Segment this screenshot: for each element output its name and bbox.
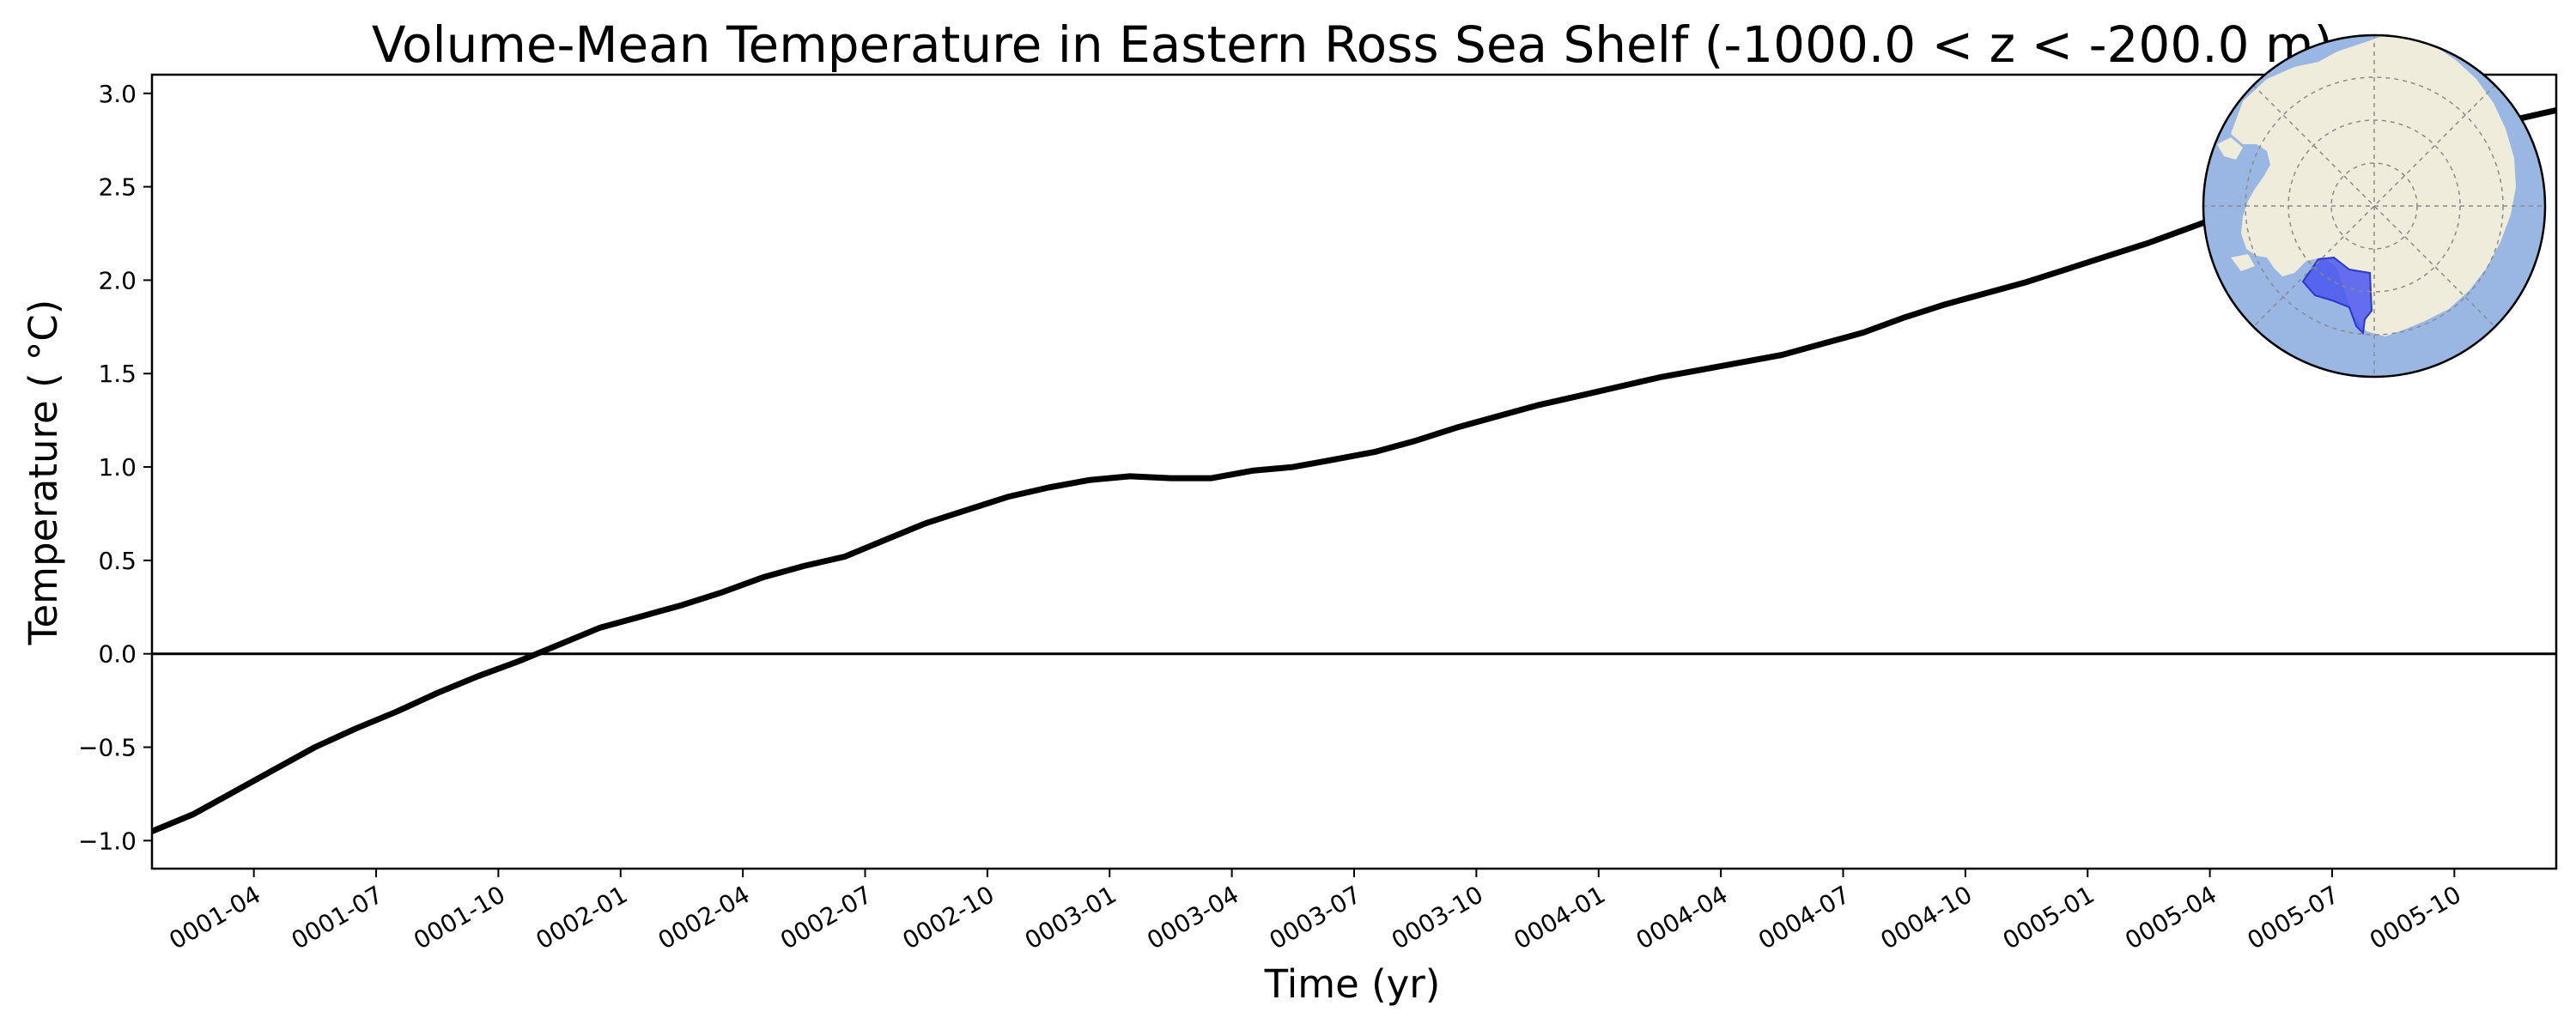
x-tick-label: 0004-04 [1631, 880, 1733, 954]
temperature-series-line [152, 106, 2556, 834]
y-tick-label: 1.5 [98, 360, 137, 388]
x-tick-label: 0001-10 [409, 880, 510, 954]
y-tick-label: 2.0 [98, 266, 137, 294]
y-tick-label: 3.0 [98, 80, 137, 108]
map-border [2202, 33, 2547, 379]
y-tick-label: 2.5 [98, 173, 137, 202]
map-graticule [2203, 35, 2545, 377]
antarctic-peninsula-island [2217, 137, 2243, 160]
x-tick-label: 0002-01 [531, 880, 632, 954]
chart-title: Volume-Mean Temperature in Eastern Ross … [372, 15, 2333, 74]
x-tick-label: 0005-10 [2365, 880, 2466, 954]
x-axis-label: Time (yr) [1264, 961, 1441, 1007]
antarctica-land [2231, 35, 2516, 336]
x-tick-label: 0003-01 [1020, 880, 1121, 954]
x-tick-label: 0001-04 [164, 880, 265, 954]
x-tick-label: 0005-01 [1998, 880, 2099, 954]
x-axis: 0001-04 0001-07 0001-10 0002-01 0002-04 0002-… [164, 869, 2466, 955]
x-tick-label: 0004-10 [1876, 880, 1978, 954]
y-tick-label: 0.0 [98, 640, 137, 669]
plot-frame [150, 73, 2558, 870]
y-tick-label: 1.0 [98, 453, 137, 482]
x-tick-label: 0002-07 [775, 880, 877, 954]
x-tick-label: 0005-04 [2120, 880, 2221, 954]
x-tick-label: 0001-07 [287, 880, 388, 954]
y-tick-label: 0.5 [98, 547, 137, 575]
y-tick-label: −0.5 [78, 734, 137, 762]
x-tick-label: 0002-04 [653, 880, 755, 954]
x-tick-label: 0003-10 [1387, 880, 1488, 954]
x-tick-label: 0004-07 [1753, 880, 1855, 954]
inset-map [2202, 33, 2547, 379]
y-axis-label: Temperature ( °C) [21, 300, 66, 646]
x-tick-label: 0002-10 [898, 880, 999, 954]
x-tick-label: 0005-07 [2243, 880, 2344, 954]
x-tick-label: 0004-01 [1509, 880, 1610, 954]
eastern-ross-sea-shelf-region [2301, 256, 2373, 336]
x-tick-label: 0003-07 [1265, 880, 1366, 954]
x-tick-label: 0003-04 [1142, 880, 1243, 954]
map-island [2231, 254, 2255, 271]
y-axis: −1.0 −0.5 0.0 0.5 1.0 1.5 2.0 2.5 3.0 [78, 80, 152, 855]
y-tick-label: −1.0 [78, 827, 137, 855]
